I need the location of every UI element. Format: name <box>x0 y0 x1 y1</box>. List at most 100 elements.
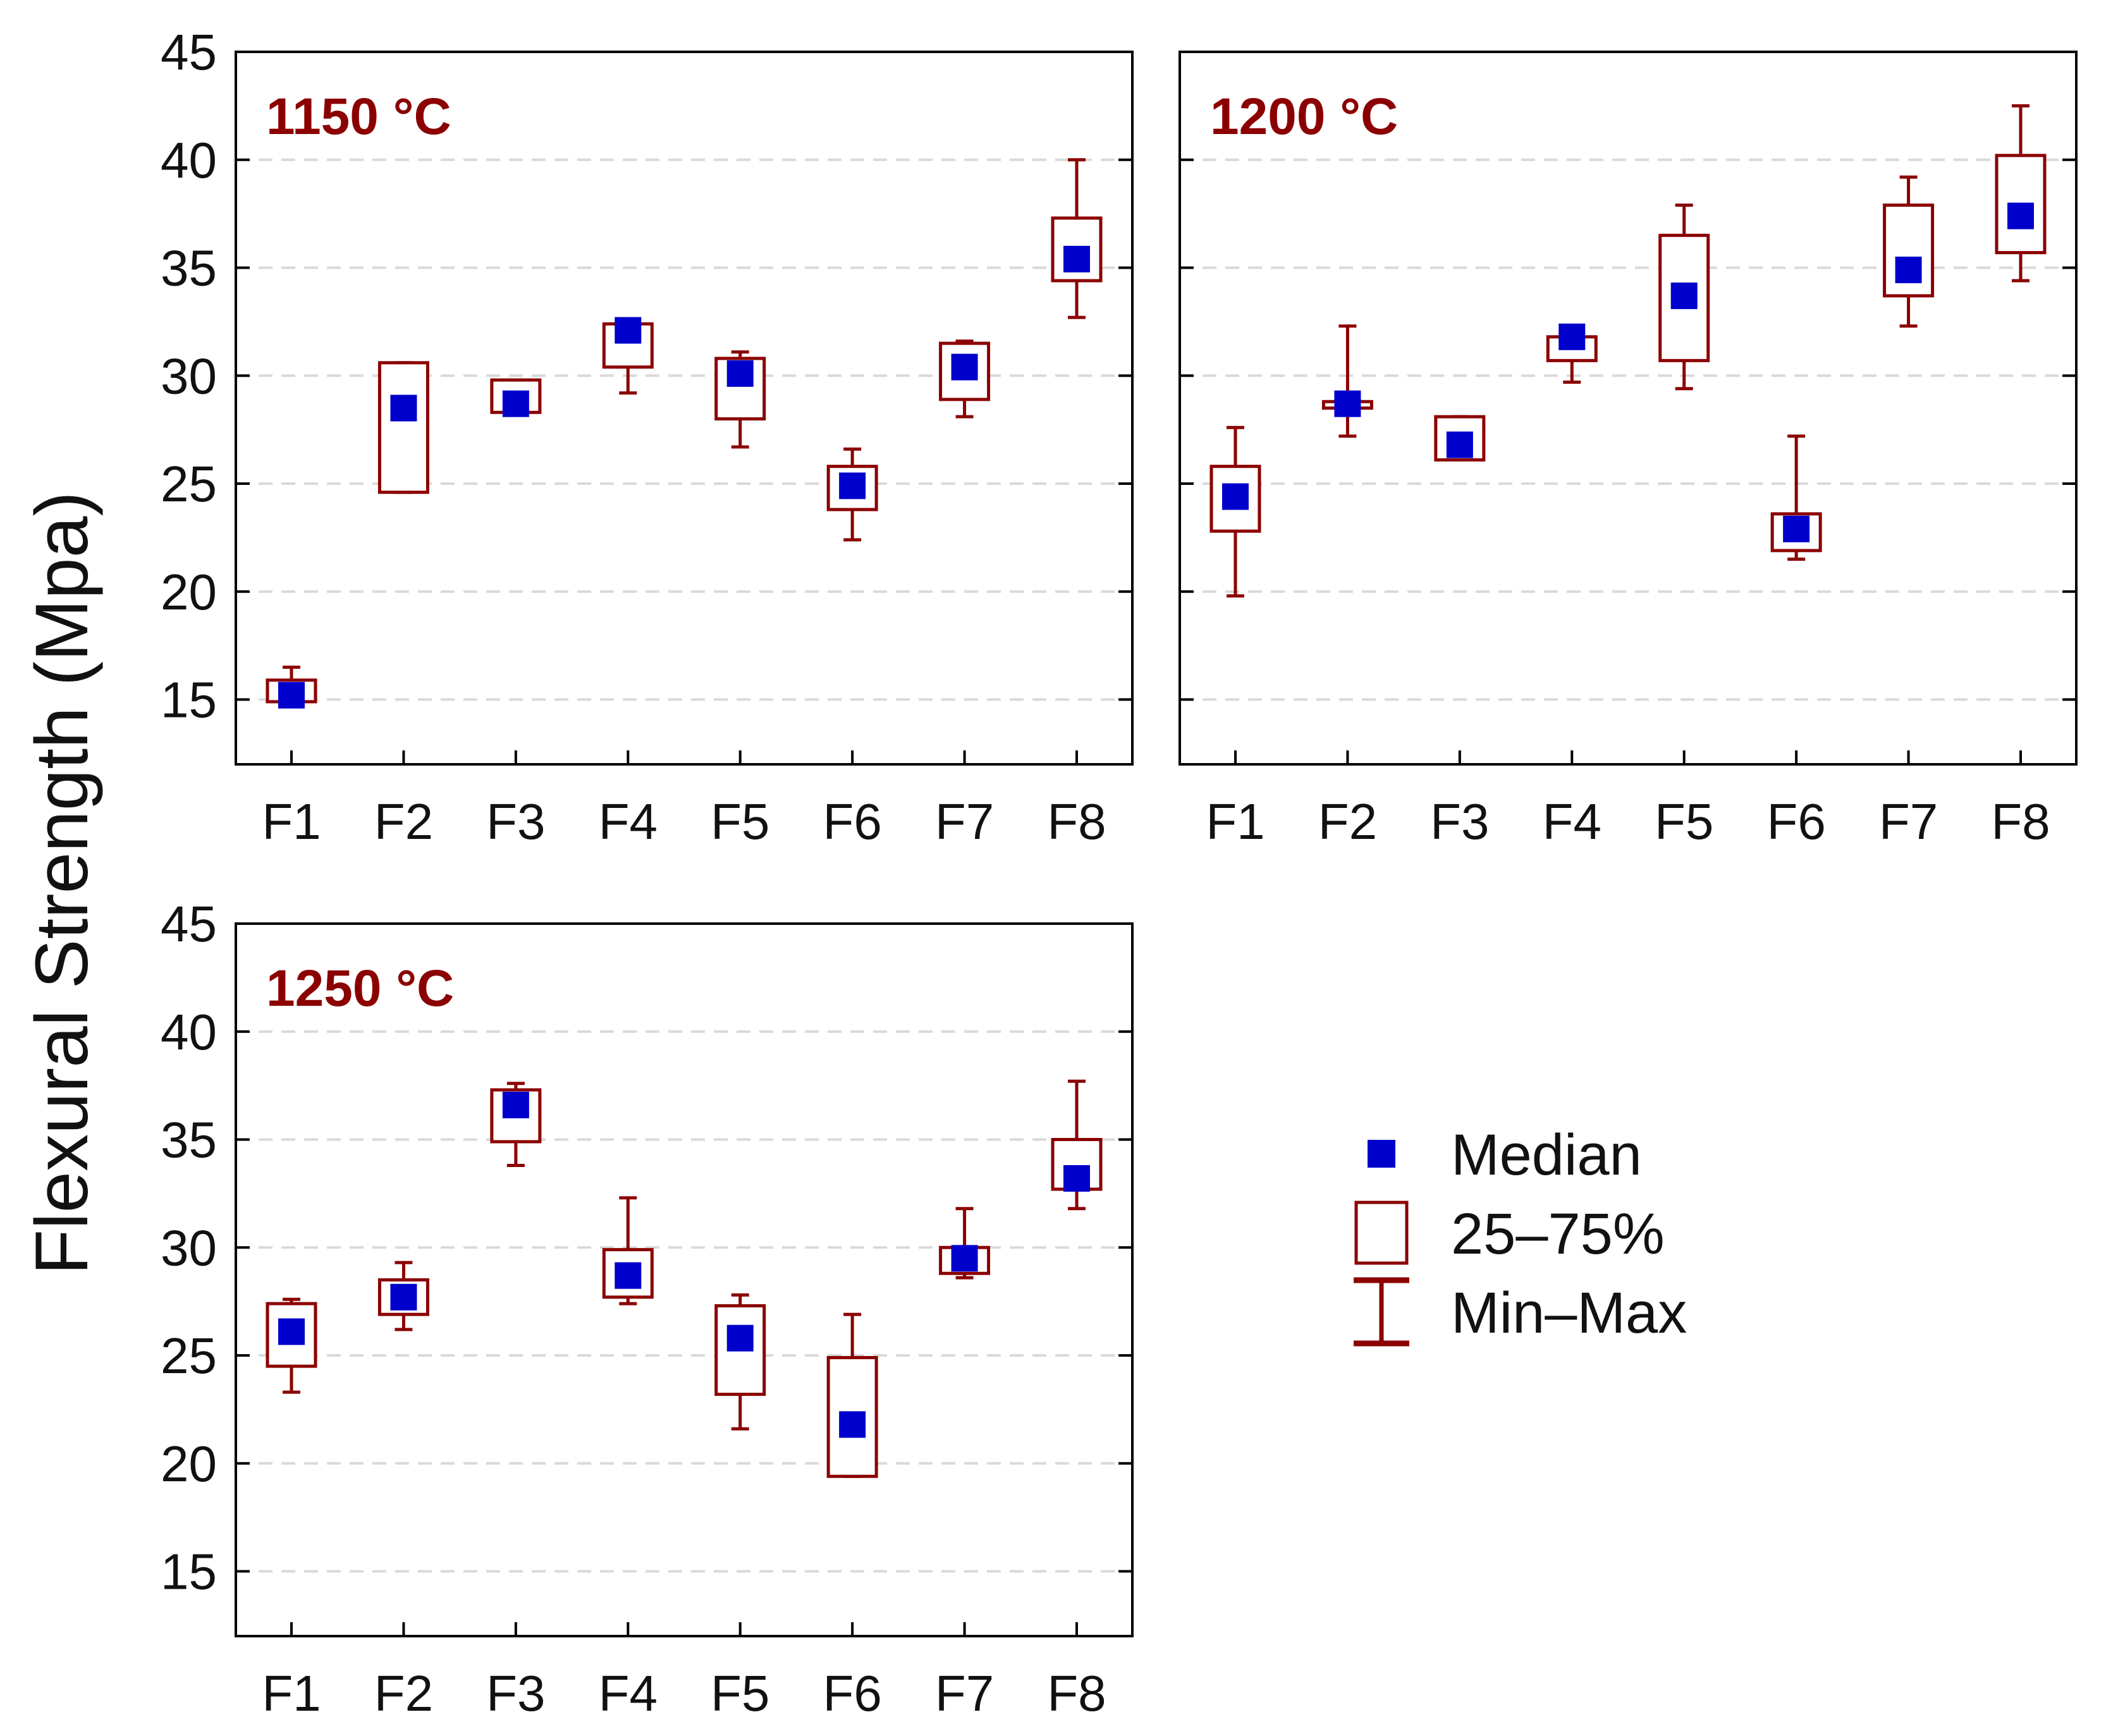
box-f4 <box>602 317 654 395</box>
median-marker <box>1063 1164 1090 1192</box>
box-f1 <box>1209 425 1261 598</box>
legend-median-swatch <box>1368 1140 1395 1168</box>
box-f8 <box>1051 158 1103 319</box>
median-marker <box>390 1283 417 1311</box>
median-marker <box>1895 256 1922 283</box>
x-tick-label: F5 <box>1655 793 1713 850</box>
y-tick-label: 45 <box>161 896 217 952</box>
median-marker <box>278 682 305 709</box>
y-tick-label: 40 <box>161 1004 217 1060</box>
median-marker <box>615 1262 642 1289</box>
median-marker <box>951 1245 978 1272</box>
x-tick-label: F6 <box>1766 793 1825 850</box>
median-marker <box>1783 515 1810 542</box>
box-f2 <box>377 361 429 494</box>
y-tick-label: 30 <box>161 1219 217 1276</box>
iqr-box <box>377 361 429 494</box>
x-tick-label: F6 <box>823 793 881 850</box>
plot-frame <box>235 51 1134 766</box>
legend-item-box: 25–75% <box>1354 1201 1665 1266</box>
plot-frame <box>235 922 1134 1637</box>
x-tick-label: F8 <box>1991 793 2050 850</box>
x-tick-label: F7 <box>935 793 994 850</box>
median-marker <box>1222 483 1249 510</box>
x-tick-label: F6 <box>823 1665 881 1721</box>
median-marker <box>1446 431 1473 458</box>
median-marker <box>839 1411 866 1438</box>
median-marker <box>839 472 866 499</box>
box-f4 <box>602 1196 654 1305</box>
median-marker <box>1670 282 1698 309</box>
x-tick-label: F2 <box>374 1665 433 1721</box>
panel-3: 15 20 25 30 35 40 45 F1 F2 F3 F4 F5 F6 F7 F8 1250 °C <box>161 896 1134 1721</box>
x-tick-label: F2 <box>1318 793 1377 850</box>
x-tick-label: F5 <box>711 793 769 850</box>
box-f3 <box>490 1082 542 1167</box>
x-tick-label: F1 <box>262 793 321 850</box>
panel-2: F1 F2 F3 F4 F5 F6 F7 F8 1200 °C <box>1179 51 2078 850</box>
x-tick-label: F4 <box>599 793 658 850</box>
x-tick-label: F4 <box>599 1665 658 1721</box>
y-tick-label: 20 <box>161 1436 217 1492</box>
legend: Median 25–75% Min–Max <box>1354 1123 1687 1347</box>
median-marker <box>502 1091 529 1118</box>
y-tick-label: 15 <box>161 1544 217 1600</box>
x-tick-label: F3 <box>486 1665 545 1721</box>
y-tick-label: 40 <box>161 132 217 188</box>
x-tick-label: F7 <box>935 1665 994 1721</box>
legend-item-whisker: Min–Max <box>1354 1277 1687 1347</box>
box-f8 <box>1995 104 2047 283</box>
y-tick-label: 35 <box>161 240 217 296</box>
median-marker <box>615 317 642 344</box>
box-f5 <box>1658 203 1710 391</box>
box-f5 <box>714 350 766 449</box>
median-marker <box>1558 323 1586 350</box>
x-tick-label: F1 <box>262 1665 321 1721</box>
box-f6 <box>826 447 878 542</box>
y-tick-label: 35 <box>161 1112 217 1168</box>
y-tick-label: 30 <box>161 348 217 404</box>
panel-1: 15 20 25 30 35 40 45 F1 F2 F3 F4 F5 F6 F7 F8 1150 °C <box>161 24 1134 850</box>
x-tick-label: F2 <box>374 793 433 850</box>
x-tick-label: F4 <box>1543 793 1601 850</box>
box-f6 <box>1770 434 1822 561</box>
y-tick-label: 25 <box>161 456 217 512</box>
panel-label: 1250 °C <box>266 960 454 1017</box>
y-tick-label: 45 <box>161 24 217 80</box>
y-tick-label: 20 <box>161 564 217 620</box>
median-marker <box>1063 245 1090 272</box>
median-marker <box>278 1318 305 1345</box>
x-tick-label: F1 <box>1206 793 1264 850</box>
box-f6 <box>826 1312 878 1478</box>
box-f8 <box>1051 1079 1103 1211</box>
median-marker <box>502 390 529 417</box>
median-marker <box>951 353 978 381</box>
legend-label: 25–75% <box>1451 1202 1665 1266</box>
box-f5 <box>714 1293 766 1431</box>
panel-label: 1150 °C <box>266 88 451 145</box>
x-tick-label: F5 <box>711 1665 769 1721</box>
x-tick-label: F3 <box>486 793 545 850</box>
box-f3 <box>1434 415 1486 462</box>
box-f4 <box>1546 323 1598 384</box>
legend-label: Median <box>1451 1123 1642 1187</box>
panels: 15 20 25 30 35 40 45 F1 F2 F3 F4 F5 F6 F7 F8 1150 °C F1 F… <box>161 24 2078 1721</box>
median-marker <box>390 394 417 422</box>
box-f2 <box>377 1261 429 1331</box>
y-tick-label: 15 <box>161 672 217 728</box>
plot-frame <box>1179 51 2078 766</box>
x-tick-label: F8 <box>1047 793 1106 850</box>
y-axis-title: Flexural Strength (Mpa) <box>20 491 104 1274</box>
median-marker <box>1334 390 1361 417</box>
y-tick-label: 25 <box>161 1328 217 1384</box>
box-f7 <box>1883 175 1935 328</box>
legend-label: Min–Max <box>1451 1281 1687 1345</box>
box-f3 <box>490 378 542 417</box>
median-marker <box>726 1324 754 1352</box>
legend-item-median: Median <box>1368 1123 1642 1187</box>
median-marker <box>726 360 754 387</box>
x-tick-label: F7 <box>1879 793 1938 850</box>
x-tick-label: F8 <box>1047 1665 1106 1721</box>
